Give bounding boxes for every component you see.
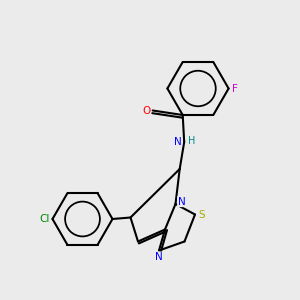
- Text: H: H: [188, 136, 195, 146]
- Text: Cl: Cl: [39, 214, 50, 224]
- Text: N: N: [178, 196, 185, 207]
- Text: N: N: [174, 137, 182, 147]
- Text: S: S: [198, 209, 205, 220]
- Text: F: F: [232, 83, 238, 94]
- Text: O: O: [142, 106, 150, 116]
- Text: N: N: [155, 252, 163, 262]
